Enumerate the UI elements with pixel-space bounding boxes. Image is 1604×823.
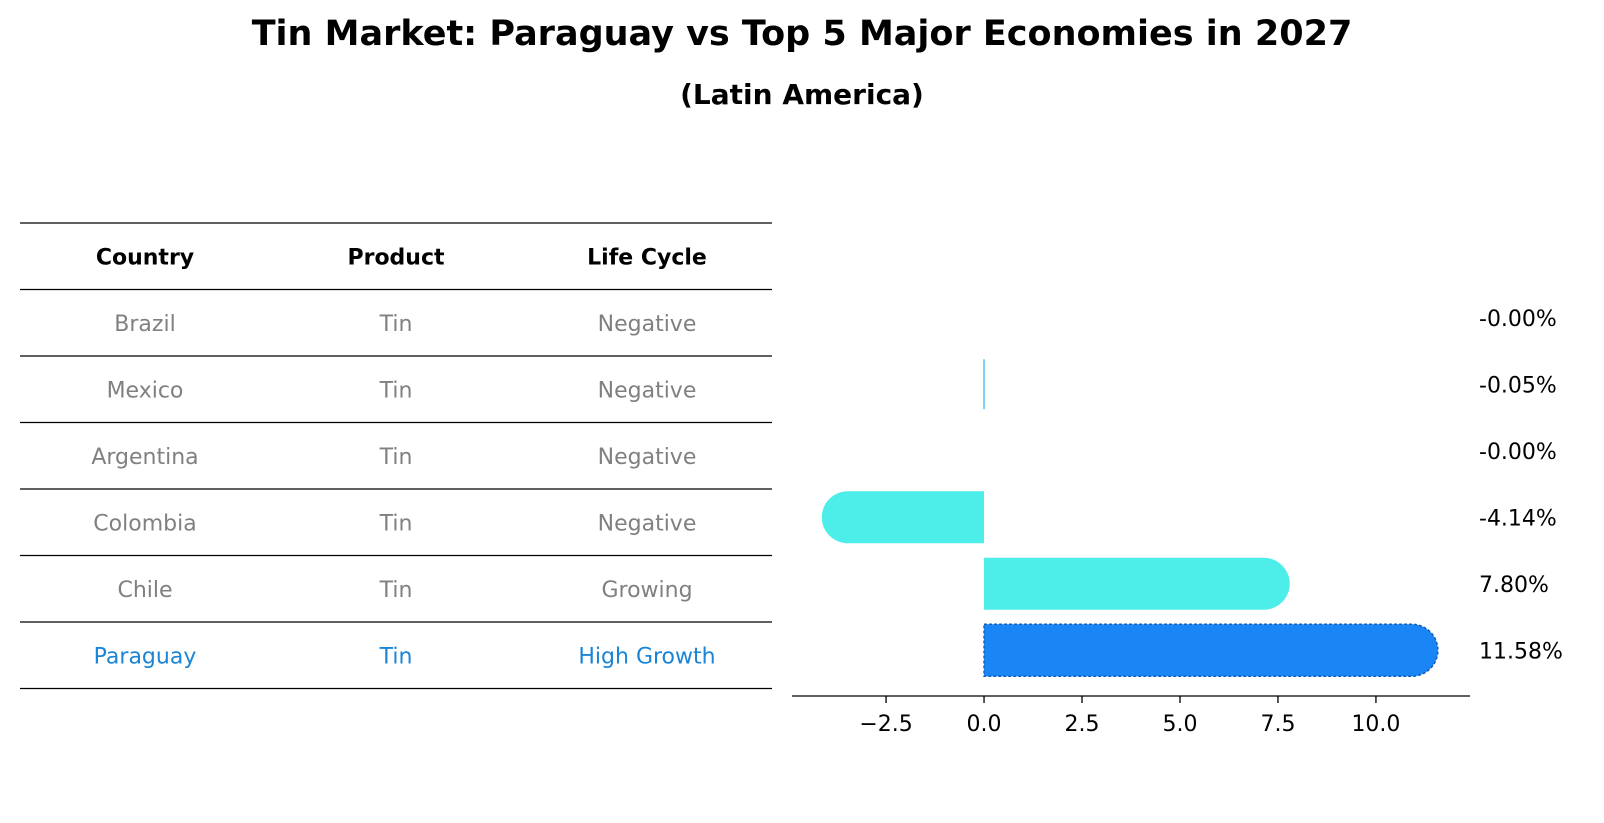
table-cell-country: Paraguay [94,644,197,669]
x-tick-label: 7.5 [1260,712,1295,737]
table-cell-product: Tin [379,378,413,403]
table-cell-product: Tin [379,644,413,669]
x-tick-label: 2.5 [1065,712,1100,737]
bar-chart: −2.5 0.0 2.5 5.0 7.5 10.0 -0.00% -0.05% -0.00% -4… [792,307,1563,737]
table-cell-country: Chile [117,578,172,603]
chart-title: Tin Market: Paraguay vs Top 5 Major Econ… [251,14,1353,54]
bar-chile [984,557,1290,610]
table-cell-life-cycle: Negative [598,511,697,536]
table-cell-life-cycle: High Growth [578,644,715,669]
table-cell-product: Tin [379,511,413,536]
value-label-brazil: -0.00% [1479,307,1557,332]
table-cell-life-cycle: Growing [601,578,692,603]
table-cell-product: Tin [379,578,413,603]
data-table: Country Product Life Cycle Brazil Tin Negativ… [20,222,772,690]
chart-subtitle: (Latin America) [680,78,924,111]
value-label-paraguay: 11.58% [1479,639,1563,664]
x-tick-label: 0.0 [967,712,1002,737]
table-cell-country: Argentina [91,445,198,470]
table-cell-product: Tin [379,312,413,337]
bar-paraguay [983,623,1439,677]
value-label-colombia: -4.14% [1479,506,1557,531]
header-country: Country [96,245,194,270]
header-product: Product [347,245,445,270]
table-cell-country: Colombia [93,511,196,536]
bar-colombia [821,491,985,544]
x-tick-label: 10.0 [1351,712,1400,737]
header-life-cycle: Life Cycle [587,245,707,270]
table-cell-life-cycle: Negative [598,378,697,403]
table-cell-country: Mexico [107,378,184,403]
x-tick-label: −2.5 [859,712,912,737]
x-tick-label: 5.0 [1162,712,1197,737]
value-label-argentina: -0.00% [1479,440,1557,465]
table-cell-life-cycle: Negative [598,312,697,337]
table-cell-product: Tin [379,445,413,470]
table-cell-life-cycle: Negative [598,445,697,470]
table-cell-country: Brazil [114,312,175,337]
value-label-chile: 7.80% [1479,573,1549,598]
value-label-mexico: -0.05% [1479,373,1557,398]
